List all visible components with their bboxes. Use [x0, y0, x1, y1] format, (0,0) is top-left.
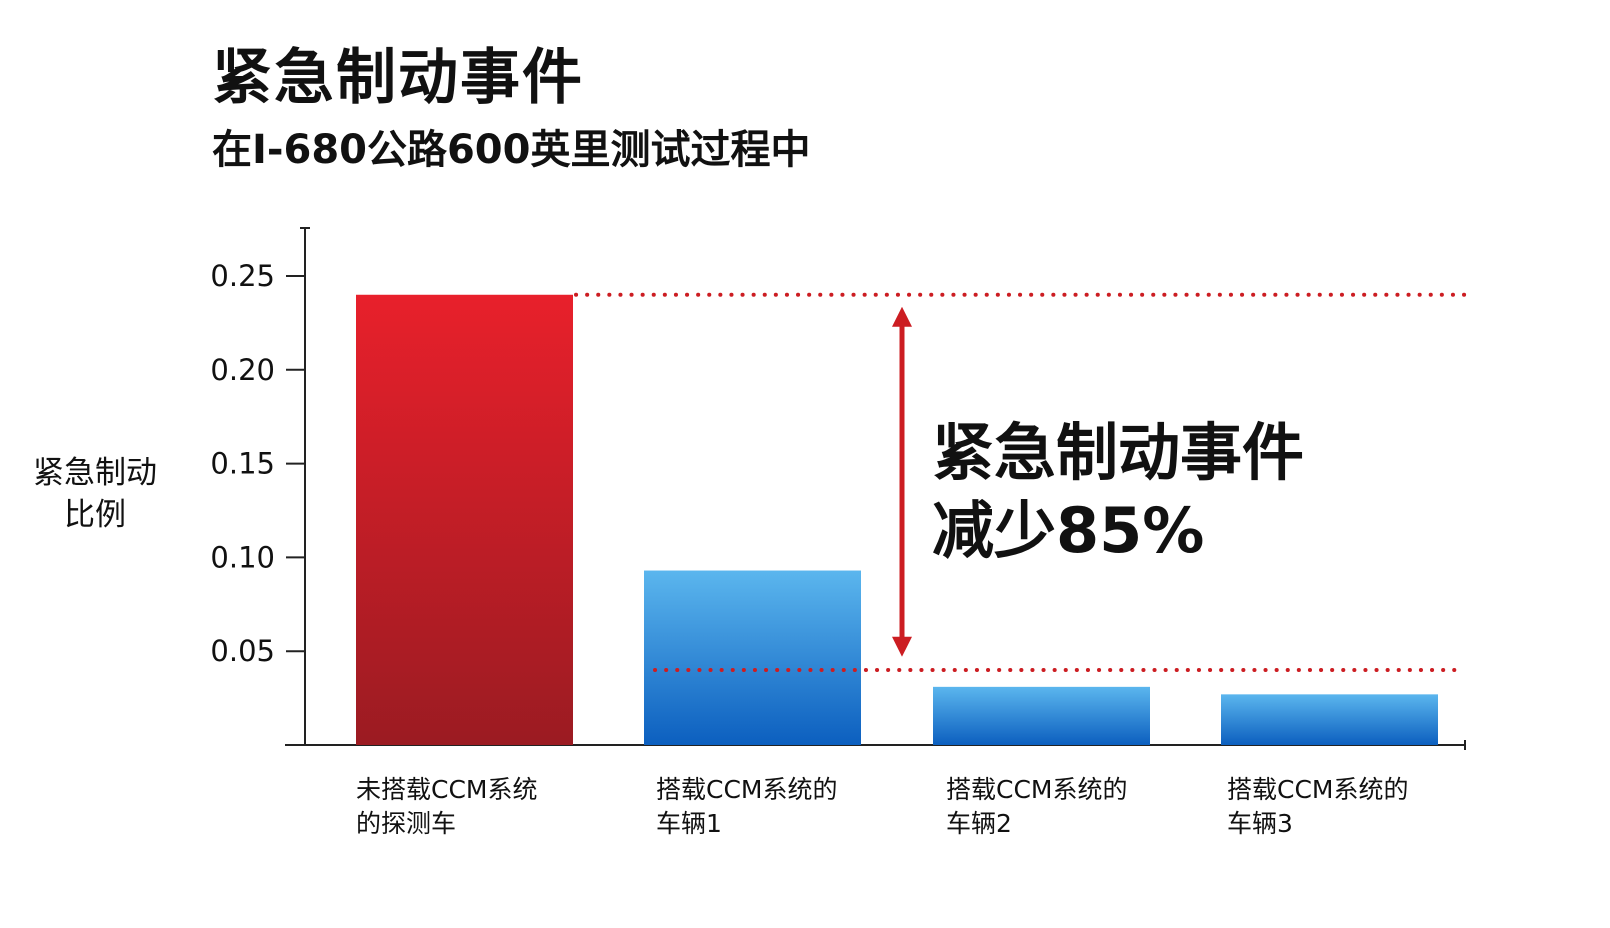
x-axis-labels: 未搭载CCM系统的探测车搭载CCM系统的车辆1搭载CCM系统的车辆2搭载CCM系…: [356, 775, 1408, 838]
y-tick-label: 0.15: [210, 447, 275, 481]
category-label: 车辆1: [656, 809, 722, 838]
y-tick-label: 0.25: [210, 259, 275, 293]
annotation-text-line: 减少85%: [932, 494, 1204, 567]
category-label: 搭载CCM系统的: [656, 775, 837, 804]
y-tick-label: 0.10: [210, 540, 275, 574]
bar: [356, 294, 573, 745]
category-label: 车辆3: [1227, 809, 1293, 838]
chart-subtitle: 在I-680公路600英里测试过程中: [212, 127, 811, 173]
chart-title: 紧急制动事件: [212, 43, 584, 113]
category-label: 的探测车: [356, 809, 456, 838]
bars: [356, 294, 1438, 745]
category-label: 车辆2: [946, 809, 1012, 838]
bar: [644, 570, 861, 745]
bar: [933, 686, 1150, 745]
category-label: 搭载CCM系统的: [1227, 775, 1408, 804]
y-axis-label-line-2: 比例: [64, 497, 126, 533]
y-tick-label: 0.20: [210, 353, 275, 387]
y-axis-label: 紧急制动 比例: [10, 452, 180, 536]
reference-lines: [574, 292, 1467, 672]
y-axis-label-line-1: 紧急制动: [33, 455, 157, 491]
annotation-text-line: 紧急制动事件: [932, 416, 1304, 489]
y-tick-label: 0.05: [210, 634, 275, 668]
category-label: 搭载CCM系统的: [946, 775, 1127, 804]
category-label: 未搭载CCM系统: [356, 775, 537, 804]
bar: [1221, 694, 1438, 745]
